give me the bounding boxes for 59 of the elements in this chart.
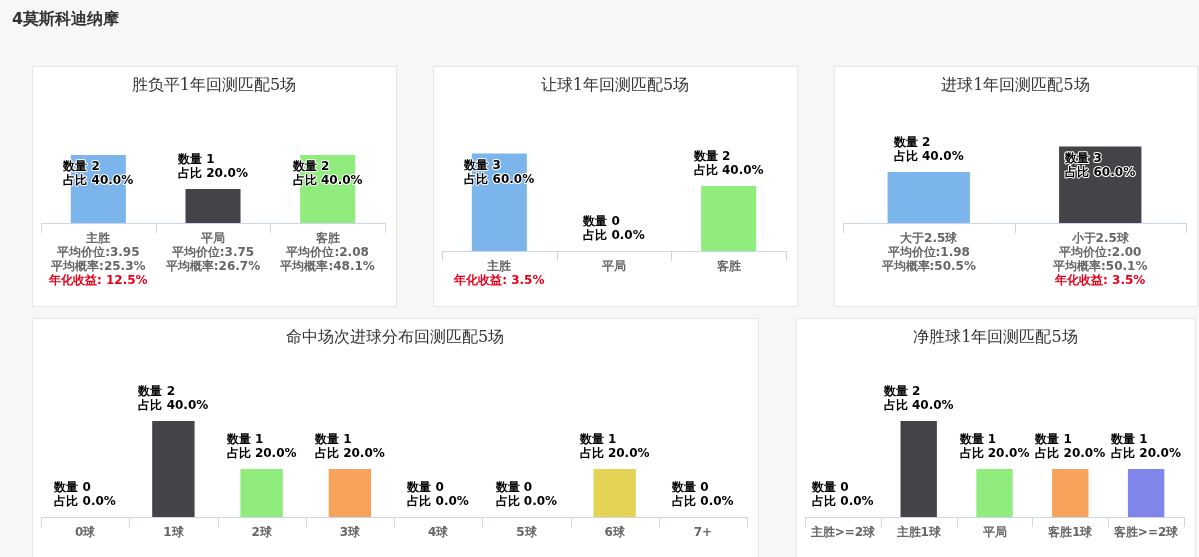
x-tick-label: 0球	[74, 525, 97, 539]
x-tick-label: 6球	[604, 525, 626, 539]
text: 平均概率:25.3%	[50, 259, 146, 273]
x-tick-label: 4球	[427, 525, 450, 539]
data-label: 数量 1 占比 20.0%	[313, 432, 385, 460]
data-label: 数量 0 占比 0.0%	[53, 480, 116, 508]
x-tick-label: 3球	[339, 525, 362, 539]
data-label: 数量 1 占比 20.0%	[958, 432, 1030, 460]
x-tick-label: 客胜>=2球	[1112, 525, 1180, 539]
data-label: 数量 2 占比 40.0%	[892, 135, 964, 163]
x-tick-label: 主胜1球	[895, 525, 942, 539]
data-label: 数量 0 占比 0.0%	[811, 480, 874, 508]
data-label: 数量 1 占比 20.0%	[225, 432, 297, 460]
data-label: 数量 0 占比 0.0%	[671, 480, 734, 508]
text: 平均概率:26.7%	[164, 259, 261, 273]
chart-title: 胜负平1年回测匹配5场	[131, 74, 297, 94]
text: 年化收益: 3.5%	[453, 273, 545, 287]
x-tick-label: 2球	[251, 525, 273, 539]
data-label: 数量 1 占比 20.0%	[1034, 432, 1106, 460]
text: 年化收益: 3.5%	[1054, 273, 1146, 287]
text: 平均价位:2.08	[285, 245, 369, 259]
x-tick-label: 主胜	[486, 259, 512, 273]
text: 平均价位:1.98	[886, 245, 970, 259]
data-label: 数量 0 占比 0.0%	[582, 214, 645, 242]
x-tick-label: 主胜	[85, 231, 111, 245]
x-tick-label: 平局	[200, 231, 225, 245]
data-label: 数量 2 占比 40.0%	[882, 384, 954, 412]
text: 平均概率:50.1%	[1052, 259, 1148, 273]
x-tick-label: 5球	[516, 525, 538, 539]
data-label: 数量 1 占比 20.0%	[177, 152, 248, 180]
chart-title: 进球1年回测匹配5场	[941, 74, 1090, 94]
data-label: 数量 3 占比 60.0%	[1064, 150, 1136, 179]
data-label: 数量 2 占比 40.0%	[692, 149, 764, 177]
x-tick-label: 平局	[981, 525, 1007, 539]
data-label: 数量 2 占比 40.0%	[291, 159, 363, 187]
text: 平均价位:2.00	[1058, 245, 1142, 259]
chart-title: 命中场次进球分布回测匹配5场	[285, 326, 505, 346]
x-tick-label: 平局	[601, 259, 626, 273]
x-tick-label: 主胜>=2球	[809, 525, 877, 539]
text: 平均价位:3.95	[56, 245, 140, 259]
data-label: 数量 0 占比 0.0%	[406, 480, 469, 508]
x-tick-label: 1球	[163, 525, 185, 539]
data-label: 数量 1 占比 20.0%	[578, 432, 650, 460]
x-tick-label: 客胜1球	[1047, 525, 1094, 539]
x-tick-label: 小于2.5球	[1070, 231, 1130, 245]
data-label: 数量 1 占比 20.0%	[1110, 432, 1182, 460]
text: 4莫斯科迪纳摩	[12, 8, 120, 28]
data-label: 数量 0 占比 0.0%	[494, 480, 558, 508]
data-label: 数量 2 占比 40.0%	[137, 384, 209, 412]
text: 平均概率:50.5%	[880, 259, 976, 273]
chart-title: 让球1年回测匹配5场	[540, 74, 690, 94]
text: 年化收益: 12.5%	[48, 273, 148, 287]
x-tick-label: 7+	[693, 525, 713, 539]
x-tick-label: 客胜	[715, 259, 741, 273]
chart-title: 净胜球1年回测匹配5场	[913, 326, 1078, 346]
x-tick-label: 大于2.5球	[900, 231, 959, 245]
text: 平均概率:48.1%	[279, 259, 375, 273]
x-tick-label: 客胜	[314, 231, 340, 245]
text: 平均价位:3.75	[170, 245, 255, 259]
